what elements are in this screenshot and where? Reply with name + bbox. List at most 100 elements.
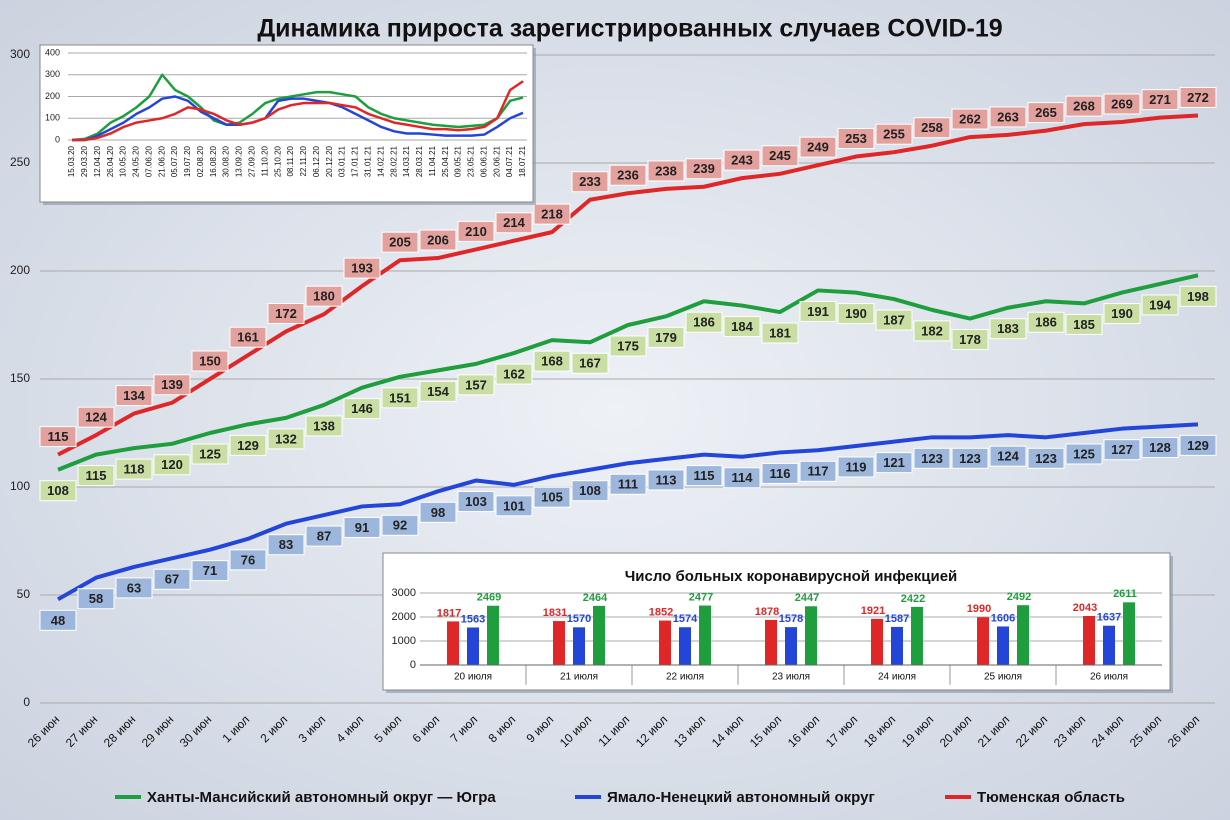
data-label-box [685,158,723,180]
bar [553,621,565,665]
bar [659,620,671,665]
data-label-box [191,560,229,582]
data-label: 185 [1073,317,1095,332]
data-label: 214 [503,215,525,230]
data-label-box [305,525,343,547]
data-label-box [381,387,419,409]
data-label-box [153,454,191,476]
data-label-box [533,486,571,508]
data-label: 128 [1149,440,1171,455]
x-tick-label: 04.07.21 [505,145,514,177]
data-label: 161 [237,330,259,345]
x-tick-label: 25.10.20 [273,145,282,177]
data-label-box [457,220,495,242]
data-label: 190 [1111,306,1133,321]
x-tick-label: 22 июля [666,672,704,683]
data-label-box [191,443,229,465]
data-label-box [533,203,571,225]
data-label: 116 [770,466,791,481]
x-tick-label: 18.07.21 [518,145,527,177]
data-label: 48 [51,613,65,628]
data-label: 117 [808,464,829,479]
data-label-box [761,462,799,484]
data-label-box [951,329,989,351]
data-label: 210 [465,224,487,239]
data-label-box [913,447,951,469]
x-tick-label: 09.05.21 [454,145,463,177]
x-tick-label: 24.05.20 [132,145,141,177]
data-label: 83 [279,537,293,552]
data-label-box [1027,102,1065,124]
data-label: 124 [85,410,107,425]
bar [997,626,1009,665]
data-label: 236 [617,168,639,183]
data-label: 103 [465,494,487,509]
data-label: 172 [275,306,297,321]
data-label: 181 [769,325,791,340]
x-tick-label: 06.06.21 [479,145,488,177]
data-label-box [571,352,609,374]
data-label-box [951,108,989,130]
x-tick-label: 21.06.20 [157,145,166,177]
data-label: 258 [921,120,943,135]
data-label: 114 [732,470,754,485]
data-label-box [495,212,533,234]
series-line [71,73,524,142]
x-tick-label: 29.03.20 [80,145,89,177]
data-label-box [647,160,685,182]
data-label-box [495,363,533,385]
data-label-box [875,452,913,474]
data-label: 162 [503,367,525,382]
data-label-box [609,473,647,495]
x-tick-label: 14.03.21 [402,145,411,177]
data-label-box [77,465,115,487]
y-tick-label: 300 [45,69,60,79]
bar [679,627,691,665]
x-tick-label: 15.03.20 [67,145,76,177]
x-tick-label: 26.04.20 [106,145,115,177]
x-tick-label: 11.10.20 [260,145,269,176]
data-label-box [1141,437,1179,459]
data-label: 2477 [689,591,713,603]
data-label: 187 [883,313,905,328]
y-tick-label: 0 [410,659,416,671]
data-label: 243 [731,153,753,168]
data-label-box [267,534,305,556]
x-tick-label: 21 июля [560,672,598,683]
data-label: 58 [89,591,103,606]
data-label: 238 [655,163,677,178]
bar [573,627,585,665]
data-label-box [989,106,1027,128]
data-label-box [115,385,153,407]
data-label: 98 [431,505,445,520]
data-label-box [723,316,761,338]
data-label: 253 [845,131,867,146]
data-label: 115 [48,429,69,444]
data-label: 87 [317,529,331,544]
data-label: 206 [427,232,449,247]
data-label-box [1141,294,1179,316]
data-label: 139 [161,377,183,392]
data-label-box [229,326,267,348]
data-label-box [685,465,723,487]
data-label-box [799,460,837,482]
x-tick-label: 17.01.21 [351,145,360,177]
data-label-box [837,128,875,150]
data-label: 255 [883,127,905,142]
data-label-box [1027,447,1065,469]
data-label: 120 [161,457,183,472]
bar [699,605,711,665]
data-label: 191 [807,304,829,319]
data-label: 262 [959,112,981,127]
y-tick-label: 1000 [392,635,416,647]
data-label: 105 [541,490,563,505]
data-label: 134 [123,388,145,403]
data-label-box [913,117,951,139]
bar [785,627,797,665]
data-label: 129 [237,438,259,453]
data-label: 71 [203,563,217,578]
x-tick-label: 20.12.20 [325,145,334,177]
y-tick-label: 300 [10,47,30,61]
series-line [72,80,524,142]
data-label: 180 [313,289,335,304]
